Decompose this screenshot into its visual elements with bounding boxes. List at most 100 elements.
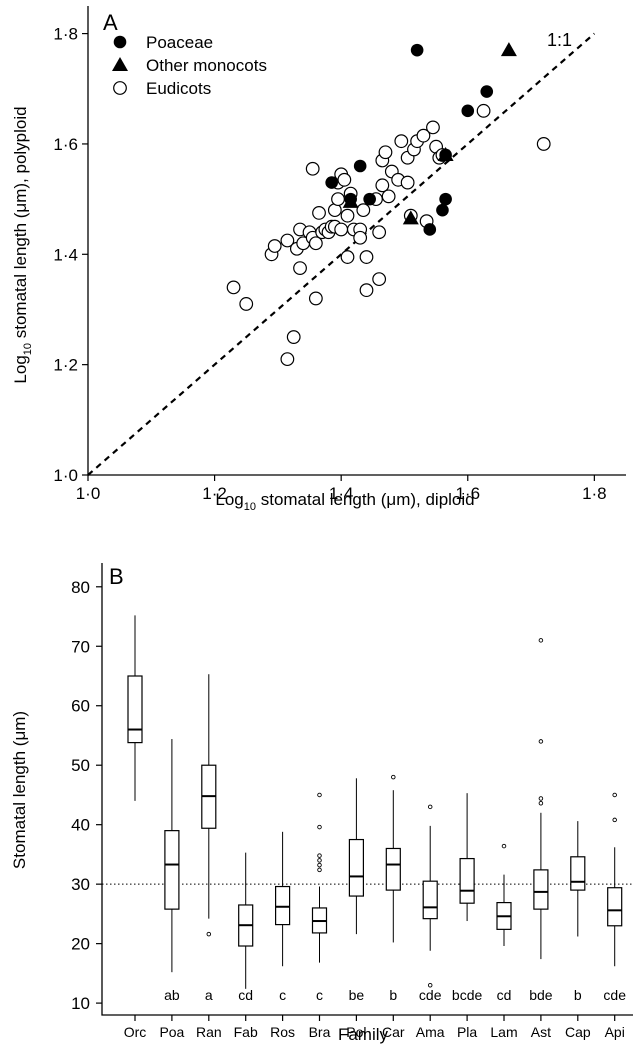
group-letter-pla: bcde xyxy=(452,987,483,1003)
group-letter-ran: a xyxy=(205,987,213,1003)
panel-b-x-tick-label: Ran xyxy=(196,1024,222,1040)
box-body xyxy=(348,838,364,897)
panel-b-x-tick-label: Lam xyxy=(490,1024,517,1040)
eudicots-point xyxy=(293,261,307,275)
eudicots-point xyxy=(416,128,431,143)
eudicots-point xyxy=(340,208,355,223)
poaceae-point xyxy=(439,192,452,206)
box-outlier xyxy=(612,817,617,823)
box-pol xyxy=(348,778,364,935)
eudicots-point xyxy=(312,206,326,220)
panel-b-x-tick-label: Orc xyxy=(124,1024,147,1040)
panel-a-x-tick-label: 1·6 xyxy=(455,484,480,503)
group-letter-lam: cd xyxy=(497,987,512,1003)
eudicots-point xyxy=(337,172,352,187)
poaceae-point xyxy=(480,85,494,98)
panel-a-refline-label: 1:1 xyxy=(547,30,572,50)
box-fab xyxy=(238,852,254,989)
eudicots-point xyxy=(239,297,254,311)
panel-a-y-tick-label: 1·0 xyxy=(53,466,78,485)
box-orc xyxy=(127,615,143,801)
group-letter-poa: ab xyxy=(164,987,180,1003)
group-letter-ama: cde xyxy=(419,987,442,1003)
panel-b-label: B xyxy=(109,564,124,589)
panel-a-x-tick-label: 1·4 xyxy=(329,484,354,503)
panel-a-x-axis-title: Log10 stomatal length (μm), diploid xyxy=(215,490,474,513)
panel-b-y-tick-label: 30 xyxy=(71,875,90,894)
group-letter-car: b xyxy=(389,987,397,1003)
other-monocots-point xyxy=(437,146,454,161)
eudicots-point xyxy=(381,189,396,204)
eudicots-point xyxy=(280,352,295,367)
poaceae-point xyxy=(436,203,449,217)
panel-a-label: A xyxy=(103,10,118,35)
eudicots-point xyxy=(353,230,368,245)
panel-a-x-tick-label: 1·0 xyxy=(76,484,101,503)
box-ast xyxy=(533,638,549,960)
eudicots-point xyxy=(331,192,345,207)
box-outlier xyxy=(317,792,322,798)
eudicots-point xyxy=(308,236,323,251)
group-letter-ast: bde xyxy=(529,987,553,1003)
box-cap xyxy=(570,821,586,937)
box-outlier xyxy=(538,638,544,643)
eudicots-point xyxy=(340,250,355,264)
panel-b-x-tick-label: Ama xyxy=(416,1024,445,1040)
panel-b-x-tick-label: Pla xyxy=(457,1024,477,1040)
box-pla xyxy=(459,793,475,922)
box-body xyxy=(570,856,586,891)
panel-a-y-tick-label: 1·2 xyxy=(53,356,78,375)
eudicots-point xyxy=(334,222,349,237)
box-body xyxy=(275,885,291,926)
panel-b-y-tick-label: 40 xyxy=(71,816,90,835)
poaceae-point xyxy=(353,159,367,173)
box-outlier xyxy=(538,796,544,801)
panel-b-y-tick-label: 10 xyxy=(71,994,90,1013)
eudicots-point xyxy=(286,330,301,344)
panel-b-y-tick-label: 70 xyxy=(71,637,90,656)
group-letter-pol: be xyxy=(349,987,365,1003)
poaceae-point xyxy=(363,192,376,206)
panel-a-x-tick-label: 1·2 xyxy=(202,484,227,503)
panel-b-y-tick-label: 60 xyxy=(71,697,90,716)
eudicots-point xyxy=(359,283,374,298)
panel-b-x-tick-label: Bra xyxy=(309,1024,331,1040)
box-body xyxy=(422,880,438,920)
box-outlier xyxy=(206,931,212,937)
eudicots-point xyxy=(536,137,551,151)
box-ama xyxy=(422,804,438,988)
panel-b-x-tick-label: Poa xyxy=(159,1024,184,1040)
eudicots-point xyxy=(394,134,409,149)
panel-a-y-axis-title: Log10 stomatal length (μm), polyploid xyxy=(11,106,34,383)
legend-label-eudicots: Eudicots xyxy=(146,79,211,98)
box-body xyxy=(164,830,180,910)
panel-b-x-tick-label: Cap xyxy=(565,1024,591,1040)
eudicots-point xyxy=(378,145,393,160)
group-letter-api: cde xyxy=(603,987,626,1003)
eudicots-point xyxy=(375,178,390,193)
other-monocots-point xyxy=(402,210,419,225)
eudicots-point xyxy=(372,272,387,287)
box-outlier xyxy=(427,804,433,810)
box-outlier xyxy=(501,843,507,849)
legend-label-poaceae: Poaceae xyxy=(146,33,213,52)
box-outlier xyxy=(317,853,322,858)
box-outlier xyxy=(427,983,433,988)
panel-b-y-axis-title: Stomatal length (μm) xyxy=(10,711,29,869)
eudicots-point xyxy=(267,239,282,253)
panel-a-x-tick-label: 1·8 xyxy=(582,484,607,503)
box-body xyxy=(385,847,401,891)
box-outlier xyxy=(317,862,322,868)
eudicots-point xyxy=(308,291,323,306)
eudicots-point xyxy=(372,225,387,240)
panel-a-axes: 1·0 1·2 1·4 1·6 1·8 1·0 1·2 1·4 1·6 1·8 xyxy=(53,6,626,503)
box-body xyxy=(127,675,143,744)
eudicots-point xyxy=(356,203,371,218)
panel-b-x-tick-label: Car xyxy=(382,1024,405,1040)
panel-a-y-tick-label: 1·8 xyxy=(53,25,78,44)
box-bra xyxy=(311,792,328,963)
panel-b-x-tick-label: Ros xyxy=(270,1024,295,1040)
eudicots-point xyxy=(400,175,415,190)
box-outlier xyxy=(317,867,322,873)
eudicots-point xyxy=(226,280,241,295)
